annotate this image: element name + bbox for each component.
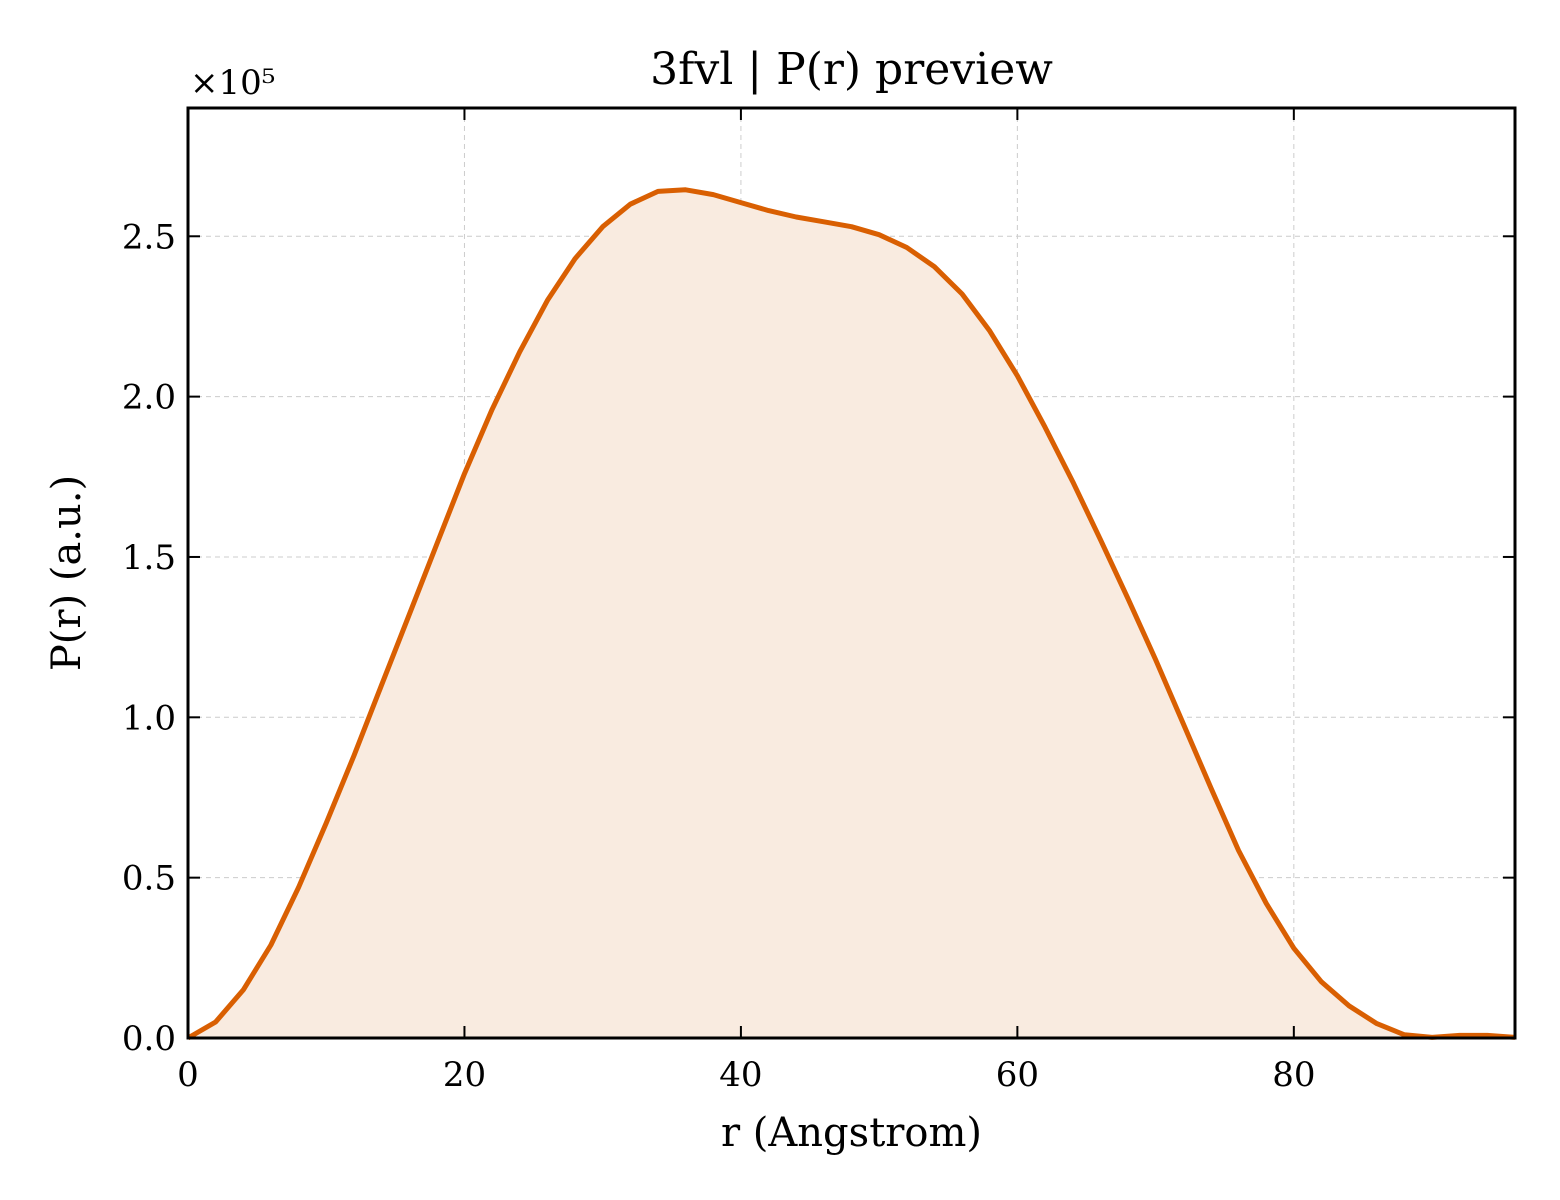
x-tick-labels: 0 20 40 60 80	[177, 1055, 1315, 1095]
y-axis-label: P(r) (a.u.)	[44, 475, 90, 671]
x-tick-label: 20	[443, 1055, 486, 1095]
y-tick-label: 0.5	[122, 859, 176, 899]
pr-series-line	[186, 187, 1516, 1041]
x-tick-label: 80	[1272, 1055, 1315, 1095]
y-axis-multiplier: ×10⁵	[190, 63, 275, 103]
x-axis-label: r (Angstrom)	[721, 1110, 982, 1156]
y-tick-label: 1.5	[122, 538, 176, 578]
pr-area-fill	[188, 189, 1515, 1039]
y-tick-label: 0.0	[122, 1019, 176, 1059]
chart-title: 3fvl | P(r) preview	[650, 44, 1053, 95]
tick-marks	[187, 108, 1515, 1039]
y-tick-label: 2.5	[122, 217, 176, 257]
y-tick-label: 1.0	[122, 698, 176, 738]
x-tick-label: 0	[177, 1055, 199, 1095]
y-tick-label: 2.0	[122, 378, 176, 418]
plot-frame	[186, 106, 1517, 1040]
x-tick-label: 60	[996, 1055, 1039, 1095]
y-tick-labels: 0.0 0.5 1.0 1.5 2.0 2.5	[122, 217, 176, 1059]
x-tick-label: 40	[719, 1055, 762, 1095]
